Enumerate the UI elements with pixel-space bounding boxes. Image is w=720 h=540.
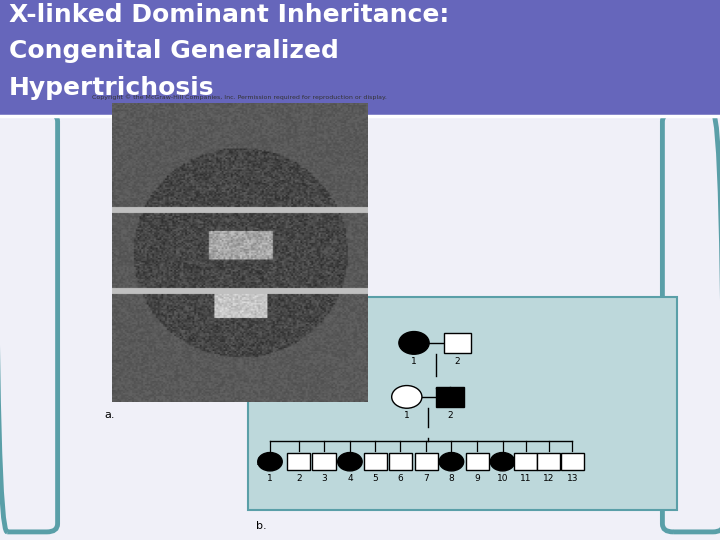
Text: 11: 11 [520,474,531,483]
Text: 5: 5 [372,474,378,483]
Bar [537,453,560,470]
Text: 4: 4 [347,474,353,483]
Bar [389,453,412,470]
Text: a.: a. [104,410,115,421]
Circle shape [392,386,422,408]
FancyBboxPatch shape [248,297,677,510]
Circle shape [338,453,362,471]
Text: Copyright © the McGraw-Hill Companies, Inc. Permission required for reproduction: Copyright © the McGraw-Hill Companies, I… [92,94,387,100]
FancyBboxPatch shape [0,0,720,116]
Text: 12: 12 [543,474,554,483]
Circle shape [439,453,464,471]
Text: 1: 1 [411,357,417,367]
Text: III: III [257,457,266,467]
Text: 9: 9 [474,474,480,483]
Text: 1: 1 [404,411,410,421]
Bar [561,453,584,470]
Text: 2: 2 [296,474,302,483]
Text: 7: 7 [423,474,429,483]
Text: b.: b. [256,521,266,531]
Bar [514,453,537,470]
Bar [364,453,387,470]
Text: I: I [257,338,260,348]
Text: 13: 13 [567,474,578,483]
Text: 1: 1 [267,474,273,483]
Text: Congenital Generalized: Congenital Generalized [9,39,338,63]
Text: Hypertrichosis: Hypertrichosis [9,76,214,100]
Text: X-linked Dominant Inheritance:: X-linked Dominant Inheritance: [9,3,449,26]
Text: 2: 2 [447,411,453,421]
Text: II: II [257,392,263,402]
Bar [466,453,489,470]
Circle shape [258,453,282,471]
Bar [436,387,464,407]
Bar [444,333,471,353]
Circle shape [399,332,429,354]
Text: 2: 2 [454,357,460,367]
Bar [287,453,310,470]
Text: 10: 10 [497,474,508,483]
Text: 8: 8 [449,474,454,483]
Circle shape [490,453,515,471]
Bar [312,453,336,470]
Bar [415,453,438,470]
Text: 3: 3 [321,474,327,483]
Text: 6: 6 [397,474,403,483]
